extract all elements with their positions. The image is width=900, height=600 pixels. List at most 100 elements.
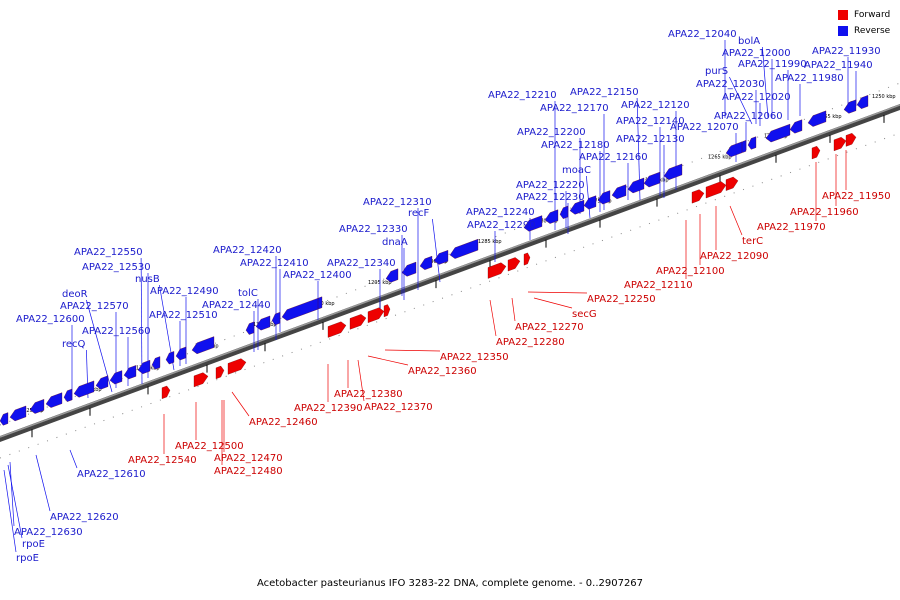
reverse-gene-arrow bbox=[544, 209, 559, 224]
reverse-gene-arrow bbox=[523, 215, 543, 232]
forward-gene-label: APA22_12540 bbox=[128, 455, 197, 466]
reverse-gene-label: dnaA bbox=[382, 237, 408, 248]
kbp-label: 1265 kbp bbox=[708, 154, 732, 160]
reverse-gene-label: APA22_12130 bbox=[616, 134, 685, 145]
forward-gene-label: terC bbox=[742, 236, 763, 247]
reverse-gene-label: APA22_11930 bbox=[812, 46, 881, 57]
forward-gene-label: APA22_12390 bbox=[294, 403, 363, 414]
reverse-gene-label: APA22_12030 bbox=[696, 79, 765, 90]
reverse-gene-arrow bbox=[569, 199, 585, 215]
reverse-gene-arrow bbox=[281, 297, 319, 321]
forward-gene-label: APA22_12480 bbox=[214, 466, 283, 477]
legend-forward-label: Forward bbox=[854, 10, 891, 20]
forward-gene-arrow bbox=[691, 189, 705, 204]
reverse-gene-label: APA22_12160 bbox=[579, 152, 648, 163]
reverse-gene-label: APA22_12140 bbox=[616, 116, 685, 127]
reverse-gene-arrow bbox=[175, 346, 187, 361]
reverse-leader-line bbox=[86, 299, 113, 393]
reverse-gene-arrow bbox=[109, 370, 123, 385]
reverse-gene-arrow bbox=[559, 205, 569, 219]
kbp-label: 1280 kbp bbox=[534, 219, 558, 225]
reverse-leader-line bbox=[69, 449, 78, 469]
forward-gene-arrow bbox=[367, 307, 385, 323]
reverse-leader-line bbox=[140, 257, 143, 385]
reverse-gene-arrow bbox=[95, 375, 109, 390]
reverse-gene-label: deoR bbox=[62, 289, 88, 300]
reverse-gene-label: moaC bbox=[562, 165, 591, 176]
forward-gene-label: APA22_11970 bbox=[757, 222, 826, 233]
reverse-gene-arrow bbox=[725, 141, 743, 158]
reverse-gene-label: APA22_12610 bbox=[77, 469, 146, 480]
reverse-gene-label: APA22_12600 bbox=[16, 314, 85, 325]
kbp-label: 1255 kbp bbox=[818, 114, 842, 120]
kbp-label: 1285 kbp bbox=[478, 239, 502, 245]
reverse-gene-arrow bbox=[245, 321, 255, 335]
forward-gene-label: APA22_12280 bbox=[496, 337, 565, 348]
reverse-leader-line bbox=[586, 175, 591, 219]
reverse-gene-arrow bbox=[137, 359, 151, 374]
reverse-gene-arrow bbox=[843, 99, 857, 114]
forward-gene-arrow bbox=[327, 321, 347, 338]
reverse-gene-arrow bbox=[271, 311, 281, 326]
reverse-gene-label: APA22_12170 bbox=[540, 103, 609, 114]
gene-arrows bbox=[0, 95, 869, 426]
reverse-gene-label: APA22_12060 bbox=[714, 111, 783, 122]
reverse-gene-label: APA22_12150 bbox=[570, 87, 639, 98]
reverse-leader-line bbox=[762, 46, 769, 119]
reverse-gene-arrow bbox=[597, 190, 611, 205]
reverse-gene-arrow bbox=[165, 351, 175, 365]
forward-leader-line bbox=[357, 359, 365, 402]
forward-leader-line bbox=[533, 297, 573, 309]
reverse-gene-label: APA22_12630 bbox=[14, 527, 83, 538]
forward-leader-line bbox=[527, 291, 588, 294]
reverse-leader-line bbox=[7, 464, 23, 539]
reverse-gene-label: APA22_12530 bbox=[82, 262, 151, 273]
reverse-gene-arrow bbox=[123, 365, 137, 380]
reverse-gene-label: APA22_11980 bbox=[775, 73, 844, 84]
forward-gene-arrow bbox=[523, 252, 531, 266]
reverse-gene-label: APA22_12550 bbox=[74, 247, 143, 258]
forward-gene-label: APA22_12250 bbox=[587, 294, 656, 305]
forward-gene-label: APA22_12100 bbox=[656, 266, 725, 277]
reverse-gene-label: APA22_12220 bbox=[516, 180, 585, 191]
forward-gene-arrow bbox=[725, 176, 739, 191]
forward-gene-arrow bbox=[161, 385, 171, 399]
reverse-gene-label: APA22_12240 bbox=[466, 207, 535, 218]
reverse-gene-label: rpoE bbox=[22, 539, 45, 550]
reverse-gene-arrow bbox=[663, 163, 683, 180]
map-caption: Acetobacter pasteurianus IFO 3283-22 DNA… bbox=[256, 578, 644, 589]
forward-gene-arrow bbox=[383, 304, 391, 318]
forward-gene-label: APA22_12460 bbox=[249, 417, 318, 428]
forward-gene-label: APA22_11960 bbox=[790, 207, 859, 218]
forward-gene-label: APA22_12110 bbox=[624, 280, 693, 291]
reverse-gene-arrow bbox=[449, 238, 479, 259]
forward-leader-line bbox=[729, 205, 743, 236]
reverse-gene-label: APA22_12230 bbox=[516, 192, 585, 203]
reverse-gene-label: APA22_12070 bbox=[670, 122, 739, 133]
forward-gene-label: secG bbox=[572, 309, 597, 320]
reverse-gene-arrow bbox=[9, 405, 27, 422]
kbp-label: 1250 kbp bbox=[872, 94, 896, 100]
forward-gene-label: APA22_12270 bbox=[515, 322, 584, 333]
reverse-gene-arrow bbox=[643, 171, 661, 188]
reverse-gene-label: APA22_12330 bbox=[339, 224, 408, 235]
reverse-gene-label: APA22_12310 bbox=[363, 197, 432, 208]
forward-gene-label: APA22_12350 bbox=[440, 352, 509, 363]
dna-strand-highlight bbox=[0, 104, 900, 438]
reverse-gene-arrow bbox=[29, 399, 45, 414]
forward-gene-label: APA22_12500 bbox=[175, 441, 244, 452]
forward-gene-arrow bbox=[227, 358, 247, 375]
reverse-gene-arrow bbox=[45, 392, 63, 408]
reverse-leader-line bbox=[432, 218, 441, 283]
reverse-gene-label: recF bbox=[408, 208, 430, 219]
forward-leader-line bbox=[489, 299, 497, 337]
reverse-gene-label: APA22_12420 bbox=[213, 245, 282, 256]
forward-gene-arrow bbox=[193, 372, 209, 388]
reverse-gene-label: APA22_12410 bbox=[240, 258, 309, 269]
forward-gene-label: APA22_11950 bbox=[822, 191, 891, 202]
reverse-gene-label: purS bbox=[705, 66, 728, 77]
reverse-gene-arrow bbox=[0, 412, 9, 426]
reverse-gene-label: nusB bbox=[135, 274, 160, 285]
